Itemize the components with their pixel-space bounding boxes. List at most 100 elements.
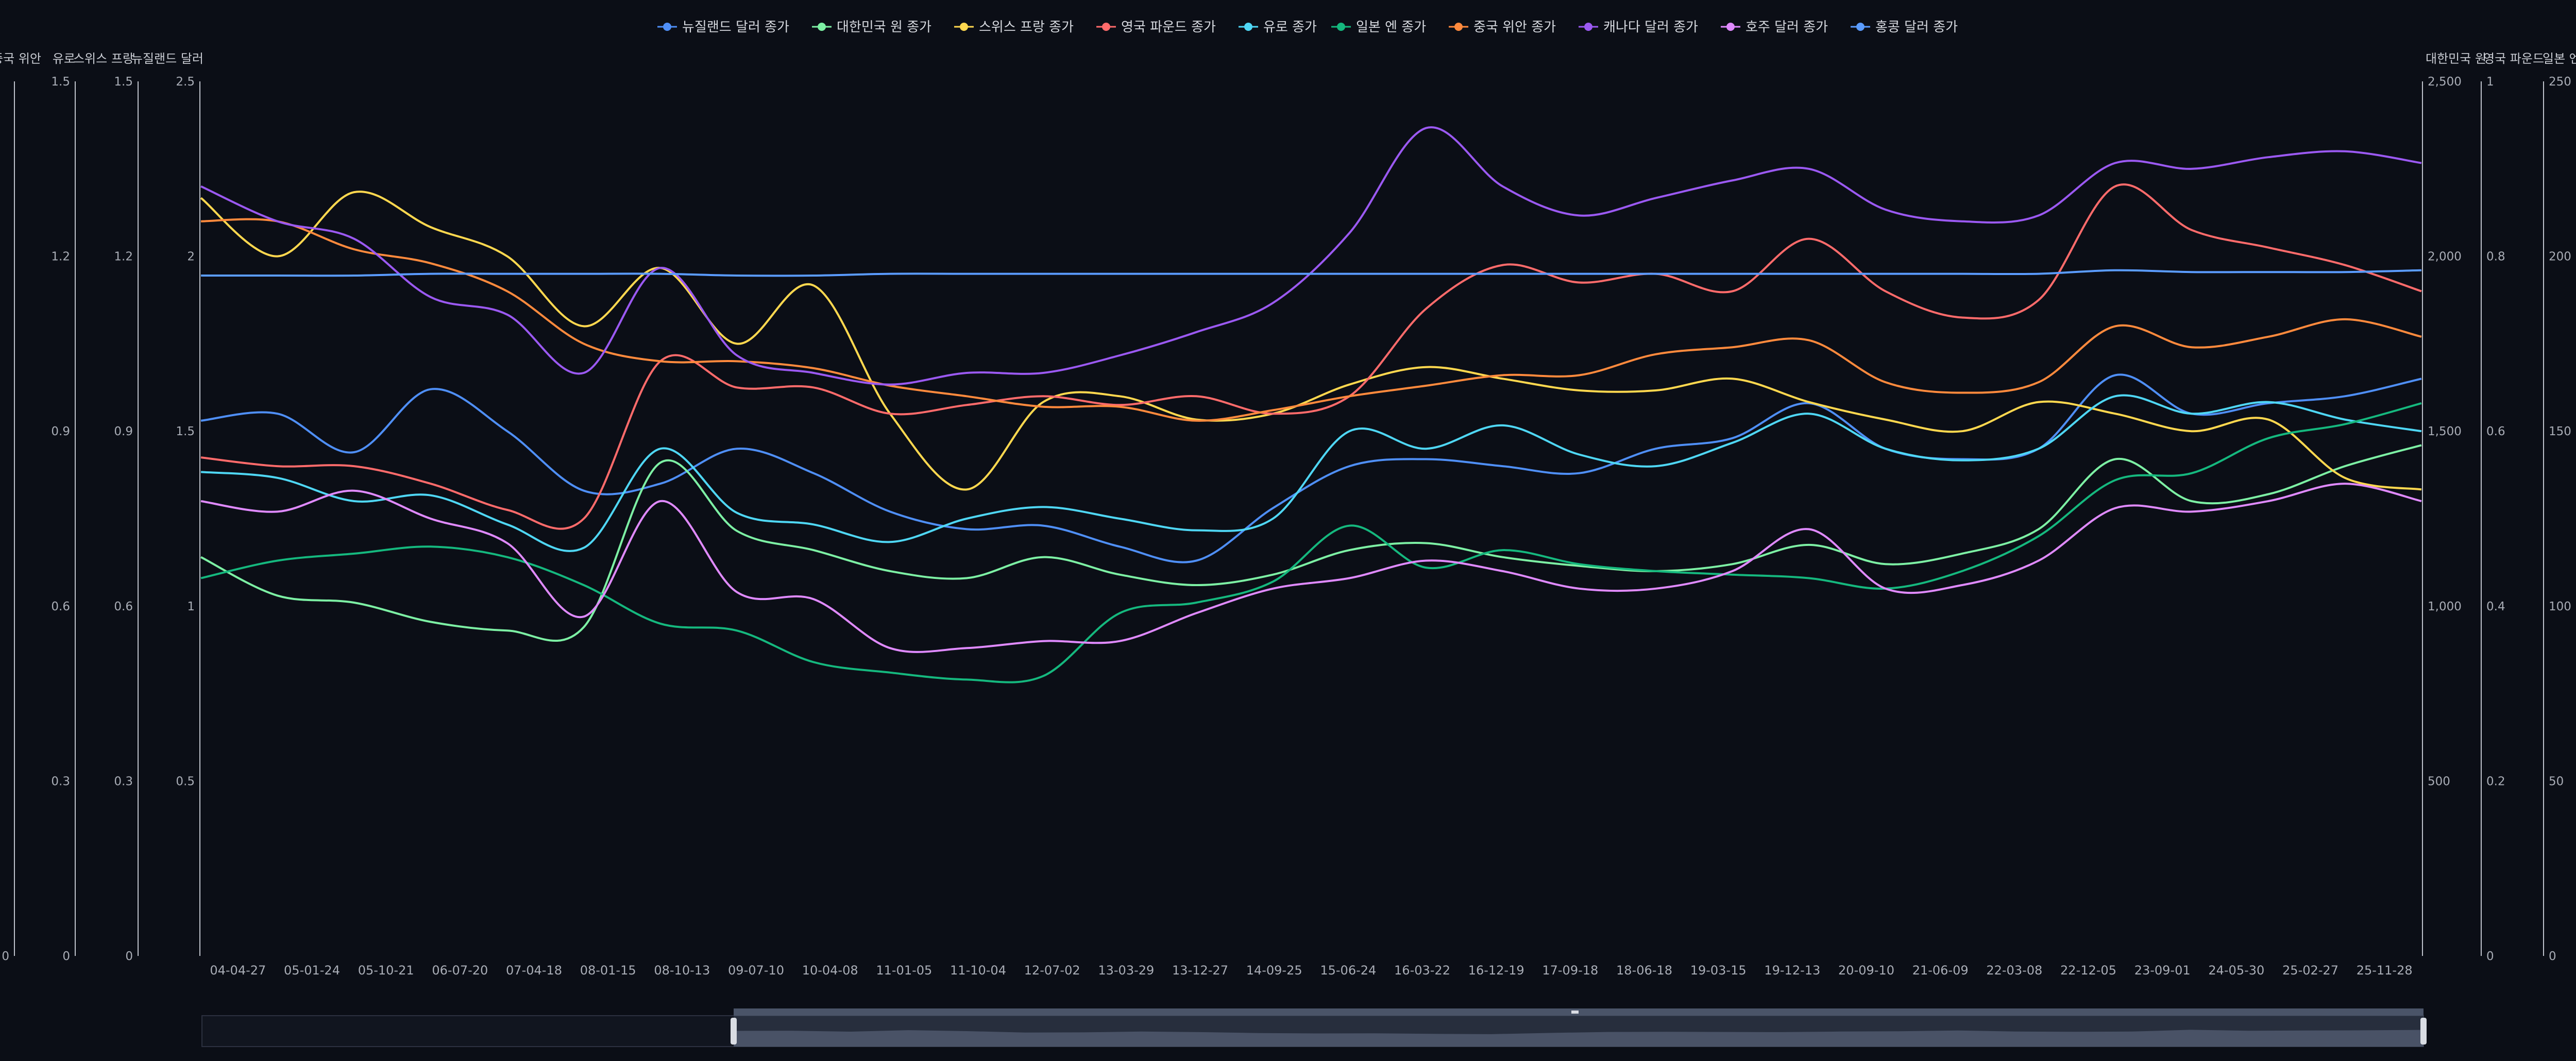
y-axis-nzd: 뉴질랜드 달러 0.5 1 1.5 2 2.5 bbox=[131, 52, 204, 956]
legend-item[interactable]: 중국 위안 종가 bbox=[1449, 20, 1556, 35]
zoom-preview bbox=[734, 1030, 2424, 1047]
y-axis-eur: 유로 0 0.3 0.6 0.9 1.2 1.5 bbox=[51, 52, 76, 963]
y-tick-label: 200 bbox=[2549, 250, 2571, 264]
y-tick-label: 0.5 bbox=[176, 775, 195, 788]
x-tick-label: 19-12-13 bbox=[1764, 963, 1820, 978]
axis-title: 일본 엔 bbox=[2543, 52, 2576, 66]
x-tick-label: 11-10-04 bbox=[950, 963, 1006, 978]
x-tick-label: 20-09-10 bbox=[1838, 963, 1894, 978]
series-line[interactable] bbox=[200, 218, 2422, 422]
legend-marker bbox=[960, 23, 968, 31]
zoom-grip[interactable] bbox=[1571, 1011, 1579, 1014]
y-tick-label: 1,500 bbox=[2428, 425, 2462, 438]
zoom-slider[interactable] bbox=[201, 1008, 2427, 1047]
y-axis-jpy: 일본 엔 0 50 100 150 200 250 bbox=[2543, 52, 2576, 963]
y-tick-label: 150 bbox=[2549, 425, 2571, 438]
axis-title: 대한민국 원 bbox=[2426, 52, 2486, 66]
x-axis: 04-04-27 05-01-24 05-10-21 06-07-20 07-04-18… bbox=[210, 963, 2412, 978]
y-tick-label: 2,000 bbox=[2428, 250, 2462, 264]
y-tick-label: 2,500 bbox=[2428, 75, 2462, 89]
x-tick-label: 04-04-27 bbox=[210, 963, 266, 978]
legend-item[interactable]: 대한민국 원 종가 bbox=[812, 20, 931, 35]
x-tick-label: 18-06-18 bbox=[1616, 963, 1672, 978]
legend: 뉴질랜드 달러 종가 대한민국 원 종가 스위스 프랑 종가 영국 파운드 종가 유로 … bbox=[657, 20, 1958, 35]
y-tick-label: 1.5 bbox=[114, 75, 133, 89]
legend-item[interactable]: 홍콩 달러 종가 bbox=[1851, 20, 1958, 35]
legend-marker bbox=[1454, 23, 1463, 31]
x-tick-label: 16-03-22 bbox=[1394, 963, 1450, 978]
x-tick-label: 25-02-27 bbox=[2282, 963, 2338, 978]
legend-item[interactable]: 뉴질랜드 달러 종가 bbox=[657, 20, 789, 35]
x-tick-label: 16-12-19 bbox=[1468, 963, 1524, 978]
zoom-handle-right[interactable] bbox=[2420, 1018, 2427, 1045]
x-tick-label: 11-01-05 bbox=[876, 963, 932, 978]
y-tick-label: 2 bbox=[187, 250, 195, 264]
x-tick-label: 15-06-24 bbox=[1320, 963, 1376, 978]
legend-label: 캐나다 달러 종가 bbox=[1603, 20, 1698, 35]
x-tick-label: 13-12-27 bbox=[1172, 963, 1228, 978]
y-axis-cny: 중국 위안 0 bbox=[0, 52, 41, 963]
x-tick-label: 12-07-02 bbox=[1024, 963, 1080, 978]
y-tick-label: 100 bbox=[2549, 600, 2571, 613]
y-tick-label: 1 bbox=[187, 600, 195, 613]
y-tick-label: 0 bbox=[2549, 950, 2556, 963]
series-layer bbox=[200, 126, 2422, 683]
y-tick-label: 1.5 bbox=[176, 425, 195, 438]
y-tick-label: 250 bbox=[2549, 75, 2571, 89]
series-line[interactable] bbox=[200, 394, 2422, 552]
y-tick-label: 0 bbox=[2, 950, 9, 963]
x-tick-label: 09-07-10 bbox=[728, 963, 784, 978]
y-tick-label: 0.2 bbox=[2486, 775, 2505, 788]
series-line[interactable] bbox=[200, 483, 2422, 653]
legend-marker bbox=[1856, 23, 1865, 31]
series-line[interactable] bbox=[200, 444, 2422, 642]
x-tick-label: 13-03-29 bbox=[1098, 963, 1154, 978]
y-axis-gbp: 영국 파운드 0 0.2 0.4 0.6 0.8 1 bbox=[2481, 52, 2544, 963]
series-line[interactable] bbox=[200, 373, 2422, 563]
axis-title: 뉴질랜드 달러 bbox=[131, 52, 204, 66]
x-tick-label: 14-09-25 bbox=[1246, 963, 1302, 978]
series-line[interactable] bbox=[200, 183, 2422, 530]
legend-label: 홍콩 달러 종가 bbox=[1875, 20, 1958, 35]
series-line[interactable] bbox=[200, 402, 2422, 683]
axis-title: 영국 파운드 bbox=[2483, 52, 2544, 66]
legend-item[interactable]: 캐나다 달러 종가 bbox=[1579, 20, 1698, 35]
series-line[interactable] bbox=[200, 126, 2422, 386]
y-tick-label: 0.6 bbox=[51, 600, 70, 613]
y-tick-label: 0.9 bbox=[114, 425, 133, 438]
legend-marker bbox=[818, 23, 826, 31]
legend-item[interactable]: 영국 파운드 종가 bbox=[1096, 20, 1216, 35]
y-tick-label: 0.3 bbox=[51, 775, 70, 788]
zoom-handle-left[interactable] bbox=[731, 1018, 737, 1045]
y-tick-label: 0.9 bbox=[51, 425, 70, 438]
y-tick-label: 0.3 bbox=[114, 775, 133, 788]
y-tick-label: 1,000 bbox=[2428, 600, 2462, 613]
series-line[interactable] bbox=[200, 191, 2422, 491]
axis-title: 중국 위안 bbox=[0, 52, 41, 66]
x-tick-label: 21-06-09 bbox=[1912, 963, 1969, 978]
y-tick-label: 0.8 bbox=[2486, 250, 2505, 264]
legend-item[interactable]: 스위스 프랑 종가 bbox=[954, 20, 1074, 35]
legend-label: 뉴질랜드 달러 종가 bbox=[682, 20, 789, 35]
x-tick-label: 10-04-08 bbox=[802, 963, 858, 978]
y-tick-label: 0 bbox=[62, 950, 70, 963]
legend-label: 중국 위안 종가 bbox=[1473, 20, 1556, 35]
x-tick-label: 05-01-24 bbox=[284, 963, 340, 978]
y-tick-label: 50 bbox=[2549, 775, 2564, 788]
legend-label: 스위스 프랑 종가 bbox=[979, 20, 1074, 35]
x-tick-label: 24-05-30 bbox=[2208, 963, 2264, 978]
x-tick-label: 06-07-20 bbox=[432, 963, 488, 978]
legend-item[interactable]: 일본 엔 종가 bbox=[1331, 20, 1426, 35]
x-tick-label: 08-10-13 bbox=[654, 963, 710, 978]
x-tick-label: 05-10-21 bbox=[358, 963, 414, 978]
legend-item[interactable]: 호주 달러 종가 bbox=[1721, 20, 1828, 35]
legend-label: 일본 엔 종가 bbox=[1356, 20, 1426, 35]
legend-item[interactable]: 유로 종가 bbox=[1239, 20, 1317, 35]
y-tick-label: 1 bbox=[2486, 75, 2494, 89]
series-line[interactable] bbox=[201, 269, 2422, 277]
legend-marker bbox=[1584, 23, 1592, 31]
y-tick-label: 2.5 bbox=[176, 75, 195, 89]
x-tick-label: 17-09-18 bbox=[1542, 963, 1598, 978]
